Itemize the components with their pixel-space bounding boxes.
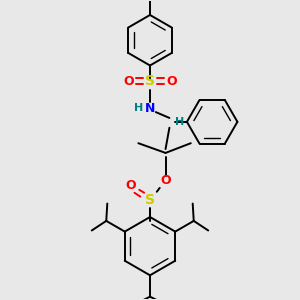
Text: O: O: [166, 74, 177, 88]
Text: O: O: [125, 179, 136, 192]
Text: H: H: [134, 103, 143, 113]
Text: O: O: [160, 174, 171, 187]
Text: S: S: [145, 74, 155, 88]
Text: N: N: [145, 102, 155, 115]
Text: H: H: [176, 117, 185, 127]
Text: O: O: [123, 74, 134, 88]
Text: S: S: [145, 193, 155, 206]
